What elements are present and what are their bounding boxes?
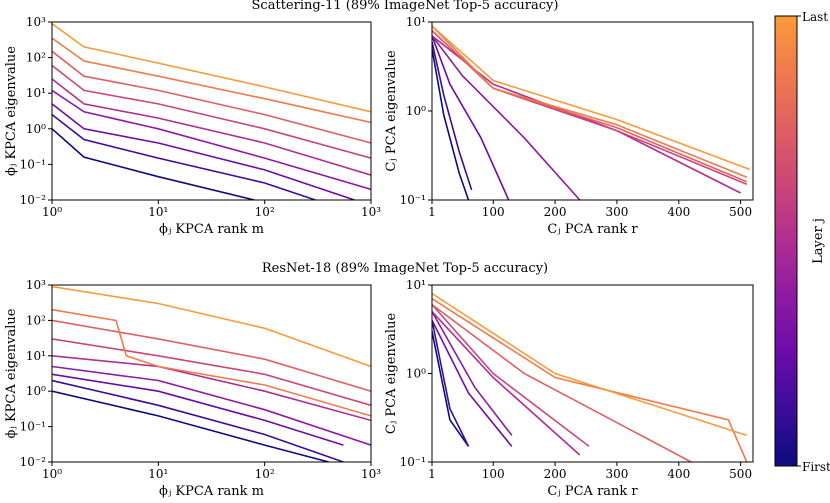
y-tick-label: 10¹: [406, 278, 426, 292]
series-line: [52, 50, 371, 144]
x-tick-label: 200: [544, 205, 567, 219]
series-line: [52, 365, 371, 446]
colorbar-bottom-label: First: [802, 460, 830, 474]
series-line: [432, 25, 751, 171]
series-line: [432, 311, 513, 436]
x-tick-label: 500: [729, 467, 752, 481]
series-line: [432, 304, 590, 448]
series-line: [432, 319, 513, 447]
y-tick-label: 10¹: [26, 86, 46, 100]
x-tick-label: 400: [667, 205, 690, 219]
panel-title: Scattering-11 (89% ImageNet Top-5 accura…: [252, 0, 559, 13]
series-line: [432, 292, 748, 437]
series-line: [432, 41, 473, 191]
x-tick-label: 500: [729, 205, 752, 219]
series-line: [52, 308, 371, 417]
series-line: [432, 298, 748, 462]
series-line: [432, 320, 470, 447]
x-tick-label: 1: [428, 467, 436, 481]
series-line: [432, 35, 581, 200]
series-line: [432, 35, 741, 194]
y-tick-label: 10⁻¹: [20, 157, 46, 171]
y-axis-label: ϕⱼ KPCA eigenvalue: [4, 308, 19, 438]
y-tick-label: 10²: [26, 51, 46, 65]
x-tick-label: 10³: [361, 467, 381, 481]
series-line: [432, 311, 581, 456]
series-line: [52, 103, 355, 200]
axes-frame: [51, 21, 372, 201]
x-tick-label: 10¹: [148, 467, 168, 481]
series-line: [52, 338, 371, 407]
series-line: [52, 285, 371, 368]
series-line: [52, 78, 371, 176]
series-line: [52, 113, 316, 200]
x-tick-label: 10¹: [148, 205, 168, 219]
y-tick-label: 10⁻²: [20, 455, 47, 469]
y-tick-label: 10⁻¹: [20, 420, 46, 434]
series-line: [432, 35, 510, 200]
x-tick-label: 300: [605, 467, 628, 481]
axes-frame: [431, 21, 754, 201]
series-line: [52, 37, 371, 124]
y-tick-label: 10⁻¹: [400, 193, 426, 207]
x-tick-label: 10⁰: [42, 467, 62, 481]
series-line: [432, 48, 470, 200]
y-tick-label: 10²: [26, 313, 46, 327]
x-axis-label: ϕⱼ KPCA rank m: [159, 222, 264, 237]
series-line: [52, 373, 344, 446]
x-tick-label: 1: [428, 205, 436, 219]
colorbar: [774, 15, 798, 467]
y-tick-label: 10⁰: [406, 104, 426, 118]
y-tick-label: 10⁰: [26, 122, 46, 136]
x-tick-label: 10⁰: [42, 205, 62, 219]
x-axis-label: Cⱼ PCA rank r: [547, 222, 638, 237]
y-axis-label: Cⱼ PCA eigenvalue: [384, 313, 399, 435]
x-tick-label: 10²: [255, 467, 275, 481]
series-line: [52, 355, 371, 422]
x-tick-label: 100: [482, 205, 505, 219]
series-line: [52, 22, 371, 113]
panel-title: ResNet-18 (89% ImageNet Top-5 accuracy): [262, 261, 548, 276]
y-tick-label: 10⁰: [406, 367, 426, 381]
x-axis-label: ϕⱼ KPCA rank m: [159, 484, 264, 499]
y-tick-label: 10⁻²: [20, 193, 47, 207]
x-tick-label: 200: [544, 467, 567, 481]
colorbar-label: Layer j: [811, 218, 826, 264]
y-axis-label: ϕⱼ KPCA eigenvalue: [4, 46, 19, 176]
y-axis-label: Cⱼ PCA eigenvalue: [384, 50, 399, 172]
y-tick-label: 10³: [26, 15, 46, 29]
x-tick-label: 10²: [255, 205, 275, 219]
x-tick-label: 400: [667, 467, 690, 481]
series-line: [432, 30, 748, 183]
series-line: [52, 64, 371, 159]
axes-frame: [51, 284, 372, 463]
series-line: [52, 319, 371, 392]
x-axis-label: Cⱼ PCA rank r: [547, 484, 638, 499]
y-tick-label: 10³: [26, 278, 46, 292]
colorbar-top-label: Last: [802, 10, 828, 24]
y-tick-label: 10⁰: [26, 384, 46, 398]
series-line: [432, 25, 748, 179]
axes-frame: [431, 284, 754, 463]
x-tick-label: 10³: [361, 205, 381, 219]
series-line: [52, 379, 344, 462]
y-tick-label: 10¹: [406, 15, 426, 29]
x-tick-label: 100: [482, 467, 505, 481]
series-line: [52, 128, 255, 200]
series-line: [52, 89, 371, 191]
x-tick-label: 300: [605, 205, 628, 219]
y-tick-label: 10¹: [26, 349, 46, 363]
series-line: [432, 331, 470, 447]
series-line: [432, 30, 748, 186]
series-line: [432, 303, 692, 462]
y-tick-label: 10⁻¹: [400, 455, 426, 469]
series-line: [52, 390, 329, 462]
